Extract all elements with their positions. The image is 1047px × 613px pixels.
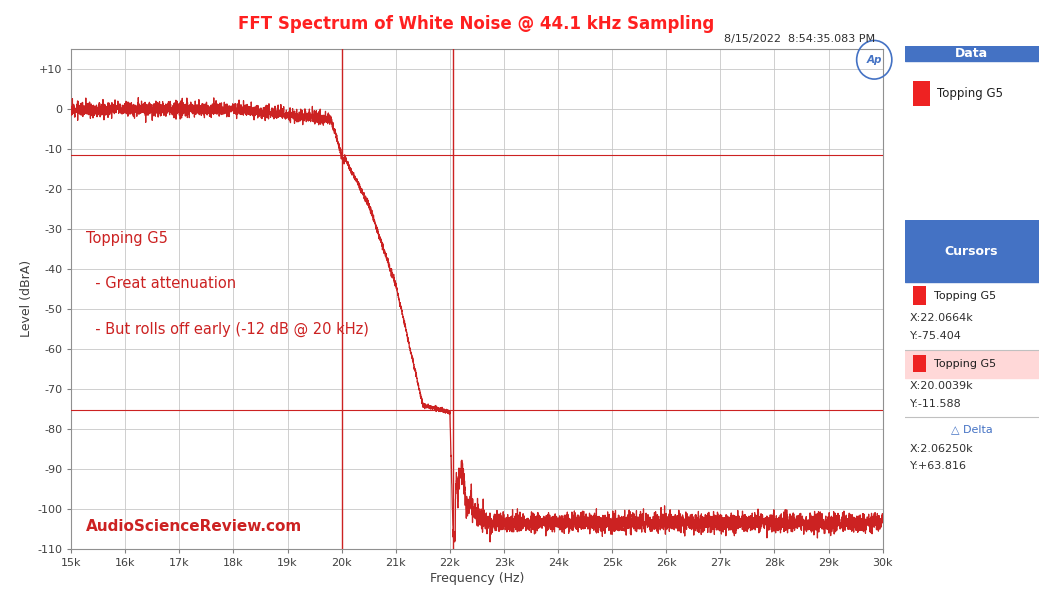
Text: X:22.0664k: X:22.0664k — [910, 313, 974, 323]
X-axis label: Frequency (Hz): Frequency (Hz) — [429, 572, 525, 585]
Text: FFT Spectrum of White Noise @ 44.1 kHz Sampling: FFT Spectrum of White Noise @ 44.1 kHz S… — [239, 15, 714, 33]
Bar — [905, 351, 1039, 378]
Y-axis label: Level (dBrA): Level (dBrA) — [20, 261, 34, 337]
Text: △ Delta: △ Delta — [951, 425, 993, 435]
Text: Data: Data — [955, 47, 988, 60]
Text: Topping G5: Topping G5 — [934, 291, 996, 300]
Text: AudioScienceReview.com: AudioScienceReview.com — [86, 519, 302, 534]
Text: 8/15/2022  8:54:35.083 PM: 8/15/2022 8:54:35.083 PM — [725, 34, 875, 44]
Text: Ap: Ap — [867, 55, 882, 65]
Text: - Great attenuation: - Great attenuation — [86, 276, 236, 291]
Text: X:2.06250k: X:2.06250k — [910, 444, 974, 454]
Text: Cursors: Cursors — [944, 245, 999, 257]
Bar — [905, 46, 1039, 61]
Text: Y:-75.404: Y:-75.404 — [910, 332, 962, 341]
Text: Topping G5: Topping G5 — [86, 231, 168, 246]
Text: Topping G5: Topping G5 — [937, 86, 1003, 100]
Bar — [905, 220, 1039, 283]
Text: X:20.0039k: X:20.0039k — [910, 381, 974, 391]
Bar — [913, 286, 926, 305]
Text: Topping G5: Topping G5 — [934, 359, 996, 369]
Bar — [913, 81, 930, 105]
Bar — [913, 355, 926, 371]
Text: Y:-11.588: Y:-11.588 — [910, 399, 962, 409]
Text: - But rolls off early (-12 dB @ 20 kHz): - But rolls off early (-12 dB @ 20 kHz) — [86, 321, 369, 337]
Text: Y:+63.816: Y:+63.816 — [910, 461, 967, 471]
